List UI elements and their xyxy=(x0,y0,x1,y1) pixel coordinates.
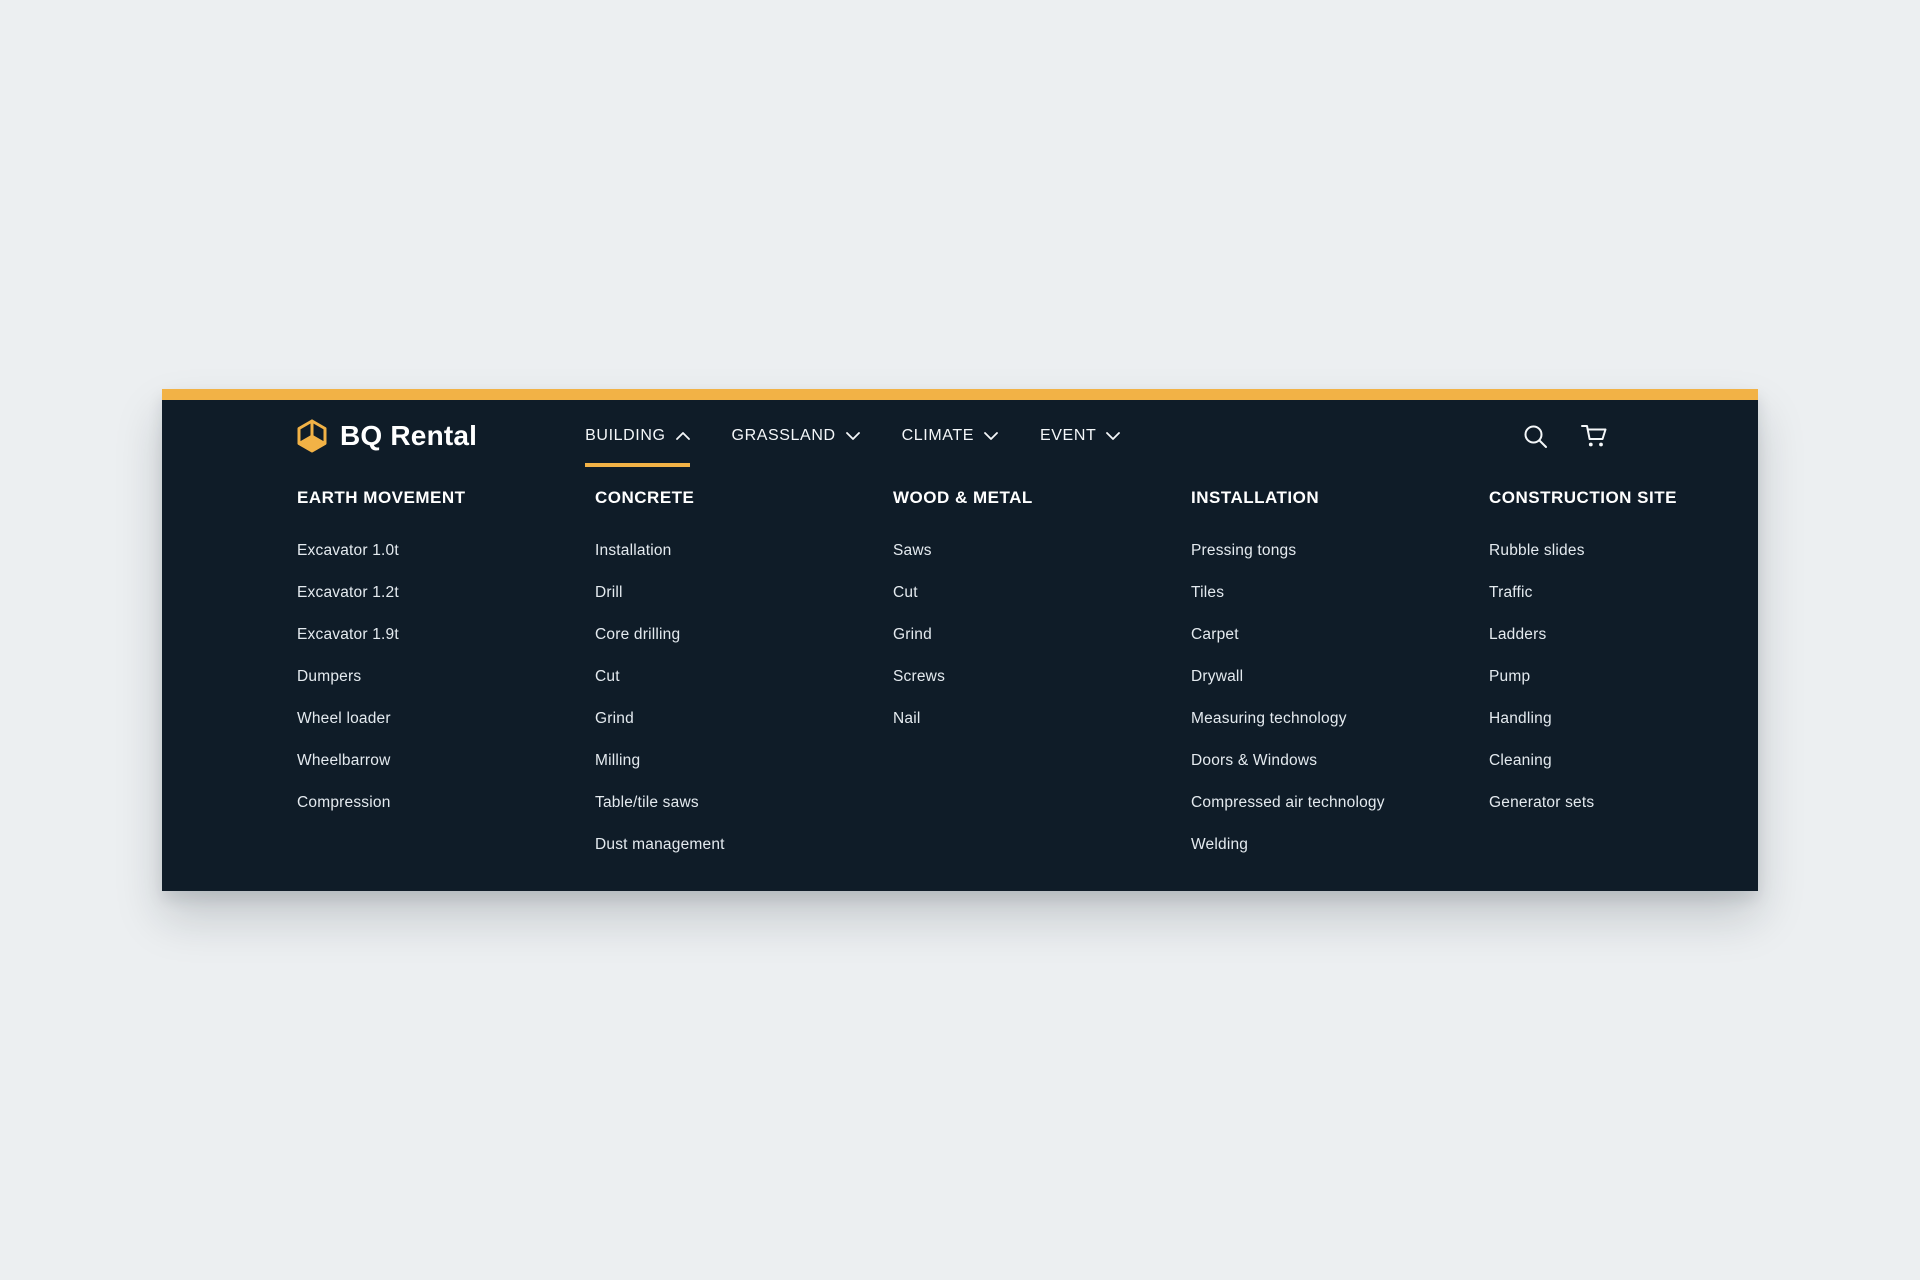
menu-item[interactable]: Cut xyxy=(893,584,918,601)
menu-column-heading: CONSTRUCTION SITE xyxy=(1489,488,1677,507)
menu-item[interactable]: Doors & Windows xyxy=(1191,752,1318,769)
menu-item[interactable]: Measuring technology xyxy=(1191,710,1347,727)
nav-item-event[interactable]: EVENT xyxy=(1040,400,1121,472)
menu-item[interactable]: Excavator 1.9t xyxy=(297,626,399,643)
menu-item[interactable]: Drill xyxy=(595,584,623,601)
menu-item[interactable]: Screws xyxy=(893,668,946,685)
menu-column: INSTALLATION Pressing tongs Tiles Carpet Dry… xyxy=(1191,488,1489,878)
nav-item-building[interactable]: BUILDING xyxy=(585,400,690,472)
menu-item[interactable]: Wheelbarrow xyxy=(297,752,391,769)
menu-item[interactable]: Traffic xyxy=(1489,584,1533,601)
chevron-down-icon xyxy=(984,432,998,440)
menu-item[interactable]: Nail xyxy=(893,710,921,727)
header-icons xyxy=(1523,423,1608,449)
menu-item[interactable]: Dumpers xyxy=(297,668,362,685)
menu-item[interactable]: Saws xyxy=(893,542,932,559)
menu-item[interactable]: Excavator 1.2t xyxy=(297,584,399,601)
menu-item[interactable]: Generator sets xyxy=(1489,794,1595,811)
menu-item[interactable]: Ladders xyxy=(1489,626,1547,643)
chevron-down-icon xyxy=(1106,432,1121,440)
nav-item-label: BUILDING xyxy=(585,427,666,444)
menu-item[interactable]: Milling xyxy=(595,752,641,769)
menu-item[interactable]: Grind xyxy=(595,710,634,727)
accent-top-bar xyxy=(162,389,1758,400)
menu-column-list: Pressing tongs Tiles Carpet Drywall Measurin… xyxy=(1191,542,1489,853)
menu-item[interactable]: Carpet xyxy=(1191,626,1239,643)
primary-nav: BUILDING GRASSLAND CLIMATE EVENT xyxy=(585,400,1121,472)
brand-logo[interactable]: BQ Rental xyxy=(297,419,477,453)
nav-item-label: CLIMATE xyxy=(901,427,974,444)
search-icon[interactable] xyxy=(1523,424,1548,449)
menu-column-heading: CONCRETE xyxy=(595,488,695,507)
cube-logo-icon xyxy=(297,419,327,453)
menu-column-heading: WOOD & METAL xyxy=(893,488,1033,507)
chevron-down-icon xyxy=(845,432,860,440)
menu-item[interactable]: Compression xyxy=(297,794,391,811)
menu-column-heading: EARTH MOVEMENT xyxy=(297,488,466,507)
menu-item[interactable]: Tiles xyxy=(1191,584,1225,601)
menu-item[interactable]: Installation xyxy=(595,542,672,559)
menu-item[interactable]: Pressing tongs xyxy=(1191,542,1297,559)
menu-item[interactable]: Wheel loader xyxy=(297,710,391,727)
nav-item-grassland[interactable]: GRASSLAND xyxy=(732,400,860,472)
menu-item[interactable]: Table/tile saws xyxy=(595,794,699,811)
menu-item[interactable]: Handling xyxy=(1489,710,1552,727)
nav-item-label: EVENT xyxy=(1040,427,1097,444)
menu-column-heading: INSTALLATION xyxy=(1191,488,1320,507)
mega-menu-columns: EARTH MOVEMENT Excavator 1.0t Excavator 1.… xyxy=(162,472,1758,878)
mega-menu-panel: BQ Rental BUILDING GRASSLAND CLIMATE EVENT … xyxy=(162,389,1758,891)
menu-column: CONCRETE Installation Drill Core drilling Cu… xyxy=(595,488,893,878)
menu-column-list: Saws Cut Grind Screws Nail xyxy=(893,542,1191,727)
menu-item[interactable]: Core drilling xyxy=(595,626,681,643)
cart-icon[interactable] xyxy=(1580,423,1608,449)
site-header: BQ Rental BUILDING GRASSLAND CLIMATE EVENT xyxy=(162,400,1758,472)
menu-column: WOOD & METAL Saws Cut Grind Screws Nail xyxy=(893,488,1191,878)
menu-column-list: Rubble slides Traffic Ladders Pump Handling C… xyxy=(1489,542,1718,811)
brand-name: BQ Rental xyxy=(340,420,478,451)
menu-item[interactable]: Excavator 1.0t xyxy=(297,542,399,559)
menu-column: EARTH MOVEMENT Excavator 1.0t Excavator 1.… xyxy=(297,488,595,878)
menu-column-list: Installation Drill Core drilling Cut Grind Mi… xyxy=(595,542,893,853)
menu-column-list: Excavator 1.0t Excavator 1.2t Excavator 1.… xyxy=(297,542,595,811)
menu-item[interactable]: Cut xyxy=(595,668,620,685)
menu-item[interactable]: Pump xyxy=(1489,668,1531,685)
menu-item[interactable]: Rubble slides xyxy=(1489,542,1585,559)
chevron-up-icon xyxy=(675,432,690,440)
menu-item[interactable]: Grind xyxy=(893,626,932,643)
menu-column: CONSTRUCTION SITE Rubble slides Traffic Lad… xyxy=(1489,488,1718,878)
menu-item[interactable]: Drywall xyxy=(1191,668,1244,685)
nav-item-label: GRASSLAND xyxy=(731,427,836,444)
menu-item[interactable]: Dust management xyxy=(595,836,725,853)
menu-item[interactable]: Compressed air technology xyxy=(1191,794,1385,811)
menu-item[interactable]: Cleaning xyxy=(1489,752,1552,769)
menu-item[interactable]: Welding xyxy=(1191,836,1249,853)
nav-item-climate[interactable]: CLIMATE xyxy=(902,400,998,472)
